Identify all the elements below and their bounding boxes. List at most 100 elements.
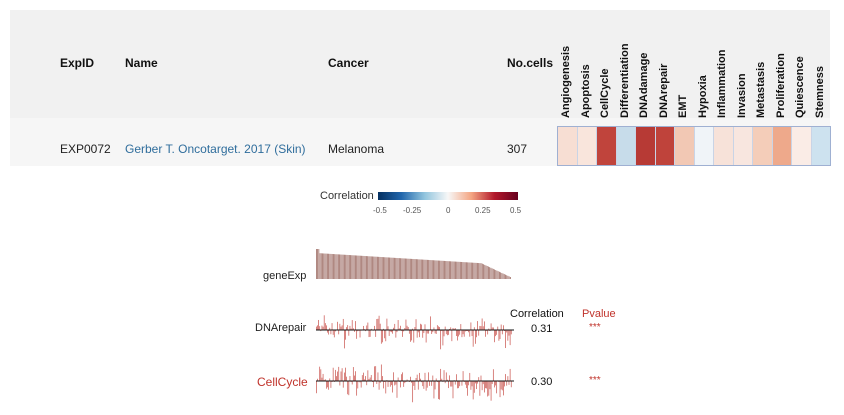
signal-bar <box>469 372 471 381</box>
signal-bar <box>434 330 436 334</box>
geneexp-bar <box>350 255 351 279</box>
heatmap-cell-emt[interactable] <box>675 127 695 165</box>
signal-bar <box>345 330 346 340</box>
signal-bar <box>352 367 354 381</box>
dataset-link[interactable]: Gerber T. Oncotarget. 2017 (Skin) <box>125 142 306 156</box>
signal-bar <box>332 367 334 381</box>
heatmap-cell-differentiation[interactable] <box>616 127 636 165</box>
signal-bar <box>328 330 330 335</box>
plot-label-cellcycle: CellCycle <box>257 375 308 389</box>
signal-bar <box>402 330 403 337</box>
signal-bar <box>423 381 425 389</box>
geneexp-bar <box>319 253 321 279</box>
signal-bar <box>426 330 428 334</box>
signal-bar <box>324 323 326 330</box>
geneexp-bar <box>479 263 481 279</box>
signal-bar <box>355 321 356 330</box>
geneexp-bar <box>364 256 366 279</box>
signal-bar <box>403 330 405 332</box>
signal-bar <box>413 330 415 343</box>
signal-bar <box>432 330 434 333</box>
geneexp-bar <box>406 258 408 279</box>
signal-bar <box>473 381 475 393</box>
geneexp-bar <box>424 259 426 279</box>
signal-bar <box>383 328 384 330</box>
geneexp-bar <box>448 261 450 279</box>
signal-bar <box>478 330 480 336</box>
signal-bar <box>326 325 327 330</box>
heatmap-cell-proliferation[interactable] <box>772 127 792 165</box>
geneexp-bar <box>363 255 365 279</box>
heatmap-cell-dnarepair[interactable] <box>655 127 675 165</box>
geneexp-bar <box>480 263 482 279</box>
geneexp-bar <box>322 253 323 279</box>
signal-bar <box>509 330 511 346</box>
signal-bar <box>357 330 359 332</box>
signal-bar <box>481 318 483 330</box>
geneexp-bar <box>502 273 504 279</box>
geneexp-bar <box>331 253 333 279</box>
signal-bar <box>414 327 416 330</box>
signal-bar <box>359 381 361 383</box>
geneexp-bar <box>429 260 431 279</box>
signal-bar <box>498 330 500 341</box>
geneexp-bar <box>374 256 376 279</box>
signal-bar <box>323 379 325 381</box>
signal-bar <box>434 381 436 390</box>
geneexp-bar <box>395 257 397 279</box>
signal-bar <box>500 381 502 390</box>
heatmap-cell-cellcycle[interactable] <box>597 127 617 165</box>
signal-bar <box>380 330 382 344</box>
signal-bar <box>364 379 365 381</box>
legend-tick: 0.5 <box>510 206 522 215</box>
signal-bar <box>506 330 508 333</box>
signal-bar <box>454 381 456 385</box>
heatmap-cell-metastasis[interactable] <box>753 127 773 165</box>
legend-tick: -0.25 <box>403 206 422 215</box>
signal-bar <box>454 328 456 330</box>
signal-bar <box>421 324 422 330</box>
signal-bar <box>359 330 361 338</box>
heatmap-cell-invasion[interactable] <box>733 127 753 165</box>
signal-bar <box>377 318 379 330</box>
heatmap-cell-hypoxia[interactable] <box>694 127 714 165</box>
signal-bar <box>472 381 474 400</box>
geneexp-bar <box>367 256 369 279</box>
signal-bar <box>484 321 485 330</box>
geneexp-bar <box>477 262 478 279</box>
geneexp-bar <box>386 257 388 279</box>
heatmap-cell-quiescence[interactable] <box>792 127 812 165</box>
signal-bar <box>448 330 449 335</box>
geneexp-bar <box>347 254 349 279</box>
geneexp-bar <box>488 266 489 279</box>
geneexp-bar <box>458 261 460 279</box>
geneexp-bar <box>506 275 508 279</box>
signal-bar <box>458 381 459 389</box>
heatmap-cell-dnadamage[interactable] <box>636 127 656 165</box>
signal-bar <box>476 381 477 390</box>
geneexp-bar <box>346 254 348 279</box>
signal-bar <box>391 330 392 333</box>
signal-bar <box>414 381 416 391</box>
signal-bar <box>466 381 467 389</box>
column-header-inflammation: Inflammation <box>716 49 728 118</box>
heatmap-cell-apoptosis[interactable] <box>577 127 597 165</box>
signal-bar <box>424 324 426 330</box>
signal-bar <box>319 366 321 381</box>
heatmap-cell-inflammation[interactable] <box>714 127 734 165</box>
signal-bar <box>491 381 493 384</box>
signal-bar <box>330 381 332 388</box>
geneexp-bar <box>469 262 471 279</box>
geneexp-bar <box>508 276 510 279</box>
signal-bar <box>400 381 401 388</box>
signal-bar <box>464 330 466 332</box>
signal-bar <box>476 330 477 338</box>
geneexp-bar <box>323 253 325 279</box>
signal-bar <box>489 381 491 390</box>
signal-bar <box>346 376 347 381</box>
column-header-invasion: Invasion <box>735 73 748 118</box>
heatmap-cell-angiogenesis[interactable] <box>558 127 578 165</box>
signal-bar <box>480 375 482 381</box>
geneexp-bar <box>385 257 387 279</box>
signal-bar <box>507 376 509 381</box>
